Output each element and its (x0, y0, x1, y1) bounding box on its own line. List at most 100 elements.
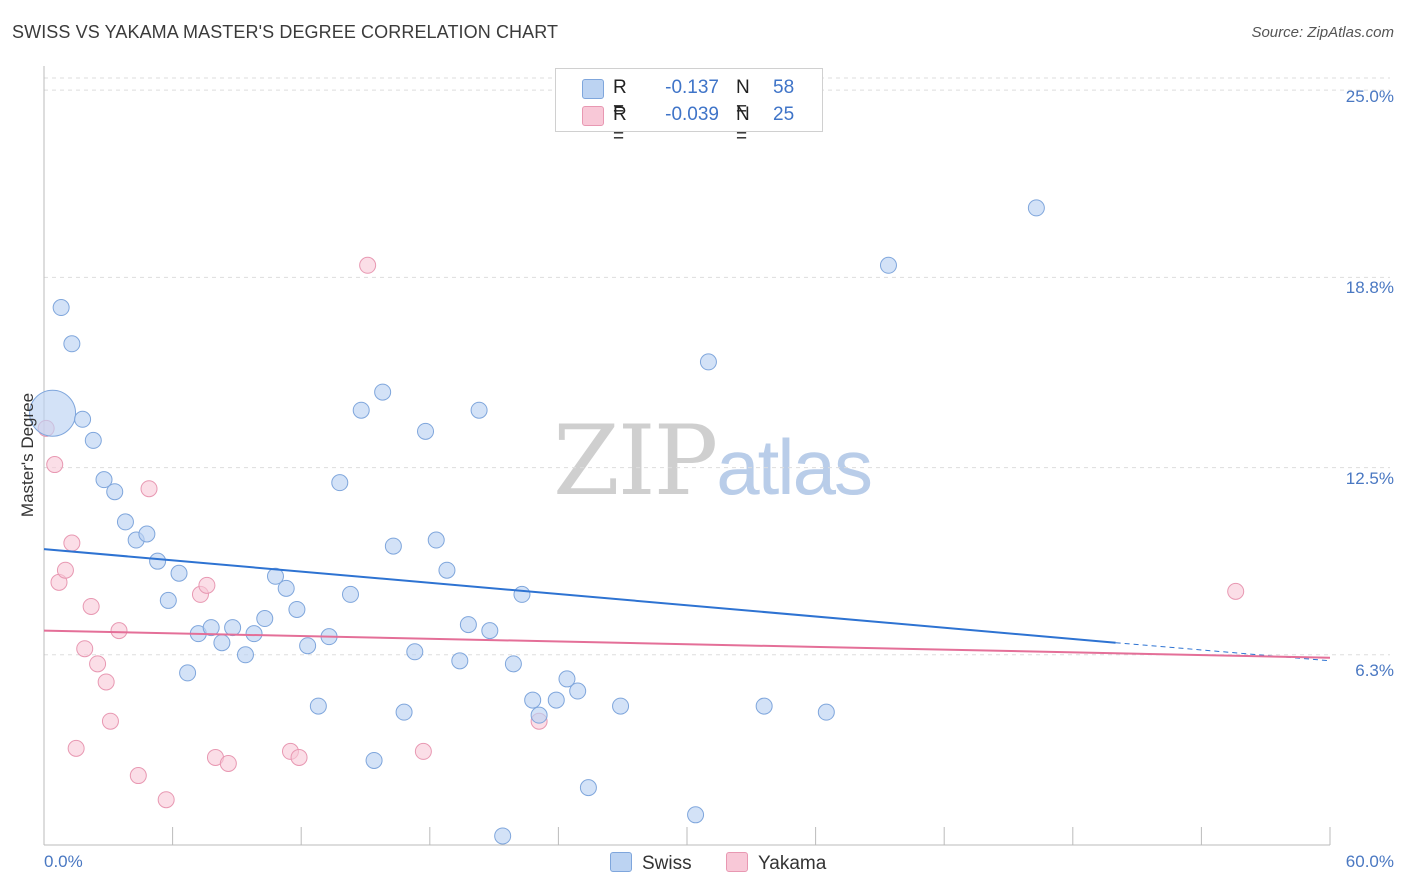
swiss-point (417, 422, 435, 440)
r-value: -0.039 (665, 104, 719, 125)
watermark-zip: ZIP (553, 405, 718, 517)
yakama-point (46, 456, 64, 474)
yakama-point (101, 712, 119, 730)
swiss-point (256, 610, 274, 628)
yakama-point (219, 754, 237, 772)
swiss-trend-line (43, 548, 1116, 644)
swiss-point (224, 619, 242, 637)
swiss-point (451, 652, 469, 670)
yakama-point (359, 256, 377, 274)
yakama-point (76, 640, 94, 658)
swiss-point (513, 585, 531, 603)
swiss-point (569, 682, 587, 700)
swiss-point (524, 691, 542, 709)
swiss-point (331, 474, 349, 492)
swiss-point (106, 483, 124, 501)
swiss-point (116, 513, 134, 531)
yakama-point (1227, 582, 1245, 600)
swiss-point (365, 751, 383, 769)
swiss-point (530, 706, 548, 724)
yakama-point (97, 673, 115, 691)
yakama-swatch (726, 852, 748, 872)
swiss-point (352, 401, 370, 419)
r-label: R = (613, 104, 627, 147)
yakama-swatch (582, 106, 604, 126)
swiss-point (1027, 199, 1045, 217)
swiss-point (138, 525, 156, 543)
swiss-point (427, 531, 445, 549)
swiss-point (309, 697, 327, 715)
yakama-point (63, 534, 81, 552)
correlation-legend: R = -0.137 N = 58 R = -0.039 N = 25 (555, 68, 823, 147)
swiss-point (817, 703, 835, 721)
yakama-point (56, 561, 74, 579)
legend-item-yakama: Yakama (726, 852, 826, 875)
swiss-point (438, 561, 456, 579)
swiss-point (755, 697, 773, 715)
yakama-trend-line (43, 629, 1331, 659)
swiss-point (63, 335, 81, 353)
watermark-atlas: atlas (716, 423, 873, 511)
n-value: 58 (773, 77, 795, 98)
swiss-point (179, 664, 197, 682)
watermark: ZIPatlas (553, 405, 873, 517)
x-tick-label-max: 60.0% (1345, 852, 1394, 871)
y-tick-label: 12.5% (1345, 469, 1394, 488)
swiss-point (288, 600, 306, 618)
swiss-point (547, 691, 565, 709)
yakama-point (140, 480, 158, 498)
swiss-point (384, 537, 402, 555)
swiss-point (494, 827, 512, 845)
source-credit: Source: ZipAtlas.com (1251, 24, 1394, 41)
legend-item-swiss: Swiss (610, 852, 692, 875)
legend-label: Yakama (758, 853, 827, 874)
swiss-point (687, 806, 705, 824)
swiss-point (159, 591, 177, 609)
x-tick-label-min: 0.0% (44, 852, 83, 871)
swiss-point (245, 625, 263, 643)
swiss-point (558, 670, 576, 688)
swiss-point-large (29, 389, 77, 437)
yakama-point (67, 739, 85, 757)
swiss-point (95, 471, 113, 489)
yakama-point (82, 597, 100, 615)
swiss-point (879, 256, 897, 274)
y-axis-label: Master's Degree (18, 392, 37, 518)
swiss-point (470, 401, 488, 419)
n-value: 25 (773, 104, 795, 125)
n-label: N = (736, 104, 750, 147)
swiss-point (52, 299, 70, 317)
y-tick-label: 6.3% (1355, 661, 1394, 680)
swiss-point (612, 697, 630, 715)
y-tick-label: 25.0% (1345, 87, 1394, 106)
swiss-point (299, 637, 317, 655)
swiss-point (481, 622, 499, 640)
swiss-swatch (582, 79, 604, 99)
yakama-point (89, 655, 107, 673)
swiss-point (213, 634, 231, 652)
swiss-point (170, 564, 188, 582)
yakama-point (129, 767, 147, 785)
r-label: R = (613, 77, 627, 120)
swiss-point (277, 579, 295, 597)
swiss-point (341, 585, 359, 603)
swiss-point (459, 616, 477, 634)
n-label: N = (736, 77, 750, 120)
yakama-point (157, 791, 175, 809)
yakama-point (290, 748, 308, 766)
swiss-point (149, 552, 167, 570)
swiss-point (74, 410, 92, 428)
swiss-point (266, 567, 284, 585)
swiss-point (236, 646, 254, 664)
swiss-point (406, 643, 424, 661)
swiss-point (202, 619, 220, 637)
swiss-point (504, 655, 522, 673)
yakama-point (110, 622, 128, 640)
chart-title: SWISS VS YAKAMA MASTER'S DEGREE CORRELAT… (12, 22, 559, 42)
swiss-point (395, 703, 413, 721)
swiss-swatch (610, 852, 632, 872)
swiss-point (699, 353, 717, 371)
swiss-point (579, 779, 597, 797)
r-value: -0.137 (665, 77, 719, 98)
